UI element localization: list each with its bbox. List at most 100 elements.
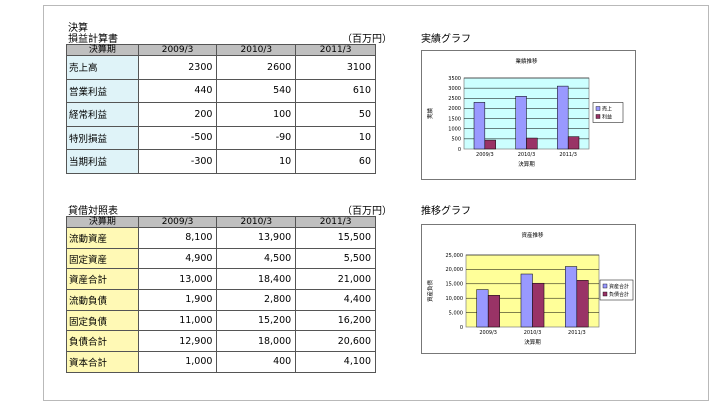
table-row: 資本合計 1,000 400 4,100 xyxy=(66,351,376,373)
cell-value: 50 xyxy=(295,102,376,127)
bar xyxy=(515,96,527,150)
y-tick-label: 2500 xyxy=(448,96,461,102)
row-label: 当期利益 xyxy=(66,149,139,174)
y-tick-label: 1000 xyxy=(448,127,461,133)
table-row: 経常利益 200 100 50 xyxy=(66,102,376,127)
bar xyxy=(557,85,569,150)
cell-value: 11,000 xyxy=(137,309,218,332)
sheet-title: 決算 xyxy=(68,23,88,34)
assets-chart-svg: 資産推移 0 5,000 10,000 15,000 20,000 25,000 2009/3… xyxy=(426,231,634,346)
table-row: 流動資産 8,100 13,900 15,500 xyxy=(66,227,376,249)
pl-unit-label: （百万円） xyxy=(342,34,392,45)
cell-value: 2300 xyxy=(137,55,218,80)
cell-value: 18,000 xyxy=(216,330,297,353)
column-header: 2011/3 xyxy=(295,216,376,228)
bar xyxy=(473,102,486,150)
column-header: 2010/3 xyxy=(216,44,297,56)
y-axis-label: 実績 xyxy=(426,108,434,120)
cell-value: 10 xyxy=(216,149,297,174)
column-header: 2010/3 xyxy=(216,216,297,228)
chart-title: 資産推移 xyxy=(521,231,544,239)
legend-label: 資産合計 xyxy=(609,283,629,290)
y-tick-label: 5,000 xyxy=(449,310,463,316)
cell-value: 13,000 xyxy=(137,268,218,291)
row-label: 売上高 xyxy=(66,55,139,80)
y-tick-label: 3000 xyxy=(448,86,461,92)
cell-value: 4,900 xyxy=(137,247,218,270)
cell-value: 4,100 xyxy=(295,351,376,373)
bar xyxy=(476,289,489,328)
cell-value: 13,900 xyxy=(216,227,297,249)
bar xyxy=(567,136,580,150)
chart1-section-title: 実績グラフ xyxy=(421,34,471,45)
cell-value: -90 xyxy=(216,125,297,150)
table-row: 資産合計 13,000 18,400 21,000 xyxy=(66,268,376,291)
cell-value: 2,800 xyxy=(216,289,297,311)
y-tick-label: 0 xyxy=(458,147,461,153)
cell-value: 440 xyxy=(137,78,218,103)
legend-swatch xyxy=(595,106,601,111)
bar xyxy=(576,280,589,328)
cell-value: 610 xyxy=(295,78,376,103)
bar xyxy=(487,295,500,328)
row-label: 資産合計 xyxy=(66,268,139,291)
x-axis-label: 決算期 xyxy=(518,160,535,168)
table-row: 固定負債 11,000 15,200 16,200 xyxy=(66,309,376,332)
row-label: 経常利益 xyxy=(66,102,139,127)
bar xyxy=(565,266,578,328)
bar xyxy=(520,273,533,328)
legend-swatch xyxy=(595,114,601,119)
cell-value: 2600 xyxy=(216,55,297,80)
table-row: 当期利益 -300 10 60 xyxy=(66,149,376,174)
income-statement-table: 決算期 2009/3 2010/3 2011/3 売上高 2300 2600 3… xyxy=(66,44,376,174)
bar xyxy=(526,137,538,150)
legend-label: 利益 xyxy=(602,114,612,121)
table-row: 特別損益 -500 -90 10 xyxy=(66,125,376,150)
cell-value: 400 xyxy=(216,351,297,373)
assets-chart[interactable]: 資産推移 0 5,000 10,000 15,000 20,000 25,000 2009/3… xyxy=(421,224,636,354)
cell-value: 540 xyxy=(216,78,297,103)
y-tick-label: 500 xyxy=(451,137,461,143)
y-tick-label: 1500 xyxy=(448,116,461,122)
y-tick-label: 25,000 xyxy=(446,253,464,259)
cell-value: 60 xyxy=(295,149,376,174)
cell-value: 4,500 xyxy=(216,247,297,270)
cell-value: 100 xyxy=(216,102,297,127)
cell-value: 12,900 xyxy=(137,330,218,353)
legend-swatch xyxy=(602,291,608,297)
row-label: 負債合計 xyxy=(66,330,139,353)
cell-value: 16,200 xyxy=(295,309,376,332)
bs-unit-label: （百万円） xyxy=(342,206,392,217)
x-tick-label: 2009/3 xyxy=(476,152,494,158)
y-tick-label: 10,000 xyxy=(446,296,464,302)
table-row: 負債合計 12,900 18,000 20,600 xyxy=(66,330,376,353)
cell-value: 10 xyxy=(295,125,376,150)
cell-value: 1,000 xyxy=(137,351,218,373)
legend-label: 負債合計 xyxy=(609,291,629,298)
table-row: 流動負債 1,900 2,800 4,400 xyxy=(66,289,376,311)
cell-value: 200 xyxy=(137,102,218,127)
legend-box xyxy=(599,279,634,301)
balance-sheet-table: 決算期 2009/3 2010/3 2011/3 流動資産 8,100 13,9… xyxy=(66,216,376,373)
cell-value: 15,500 xyxy=(295,227,376,249)
column-header: 2009/3 xyxy=(137,216,218,228)
column-header: 決算期 xyxy=(66,44,139,56)
cell-value: 8,100 xyxy=(137,227,218,249)
cell-value: 1,900 xyxy=(137,289,218,311)
column-header: 2011/3 xyxy=(295,44,376,56)
x-tick-label: 2011/3 xyxy=(559,152,577,158)
cell-value: 21,000 xyxy=(295,268,376,291)
x-tick-label: 2010/3 xyxy=(518,152,536,158)
pl-table-title: 損益計算書 xyxy=(68,34,118,45)
cell-value: 4,400 xyxy=(295,289,376,311)
column-header: 決算期 xyxy=(66,216,139,228)
x-tick-label: 2010/3 xyxy=(524,330,542,336)
cell-value: -500 xyxy=(137,125,218,150)
bs-table-title: 貸借対照表 xyxy=(68,206,118,217)
chart2-section-title: 推移グラフ xyxy=(421,206,471,217)
column-header: 2009/3 xyxy=(137,44,218,56)
row-label: 資本合計 xyxy=(66,351,139,373)
y-axis-label: 資産負債 xyxy=(426,280,434,303)
y-tick-label: 3500 xyxy=(448,76,461,82)
results-chart[interactable]: 業績推移 0 500 1000 1500 2000 2500 3000 3500 2009/3 20… xyxy=(421,50,636,180)
